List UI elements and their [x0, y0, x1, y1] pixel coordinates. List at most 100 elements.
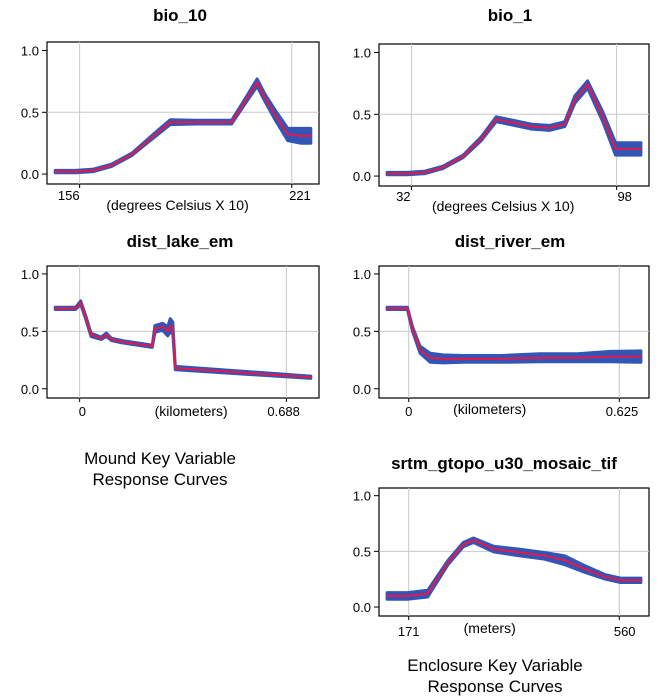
data-point — [243, 101, 246, 104]
chart-plot: 0.0 0.5 1.0 171 560 (meters) — [353, 487, 650, 639]
data-point — [406, 307, 409, 310]
y-tick-label: 0.5 — [353, 324, 371, 339]
data-point — [573, 98, 576, 101]
data-point — [429, 356, 432, 359]
data-point — [426, 592, 429, 595]
enclosure-caption: Enclosure Key Variable Response Curves — [360, 655, 630, 697]
caption-line: Response Curves — [92, 470, 228, 489]
data-point — [492, 548, 495, 551]
data-point — [74, 307, 77, 310]
data-point — [386, 594, 389, 597]
x-axis-label: (kilometers) — [453, 401, 526, 417]
data-point — [171, 326, 174, 329]
data-point — [309, 376, 312, 379]
caption-line: Mound Key Variable — [84, 449, 236, 468]
data-point — [447, 561, 449, 564]
data-point — [462, 543, 465, 546]
data-point — [500, 357, 503, 360]
response-band — [385, 79, 643, 177]
data-point — [563, 559, 566, 562]
data-point — [169, 324, 172, 327]
y-tick-label: 0.5 — [353, 107, 371, 122]
chart-title: dist_lake_em — [126, 232, 234, 251]
response-band — [53, 77, 313, 175]
x-axis-label: (kilometers) — [155, 403, 228, 419]
response-line — [387, 307, 641, 360]
y-tick-label: 0.0 — [21, 167, 39, 182]
y-tick-label: 0.0 — [21, 382, 39, 397]
data-point — [120, 340, 123, 343]
data-point — [386, 172, 389, 175]
chart-plot: 0.0 0.5 1.0 32 98 (degrees Celsius X 10) — [353, 43, 650, 214]
y-tick-label: 0.0 — [353, 600, 371, 615]
data-point — [263, 96, 266, 99]
data-point — [286, 133, 289, 136]
chart-title: dist_river_em — [454, 232, 566, 251]
plot-frame — [46, 265, 320, 399]
data-point — [513, 121, 515, 124]
x-tick-label: 98 — [617, 189, 631, 204]
y-tick-label: 0.0 — [353, 169, 371, 184]
data-point — [518, 551, 521, 554]
x-tick-label: 0.688 — [267, 404, 300, 419]
x-tick-label: 0.625 — [606, 404, 639, 419]
data-point — [153, 328, 156, 330]
data-point — [174, 367, 177, 370]
data-point — [419, 348, 422, 351]
x-tick-label: 156 — [58, 188, 80, 203]
data-point — [130, 153, 133, 156]
data-point — [74, 170, 77, 173]
data-point — [639, 355, 642, 358]
data-point — [151, 345, 154, 348]
y-tick-label: 0.0 — [353, 382, 371, 397]
data-point — [92, 169, 95, 172]
data-point — [609, 355, 612, 358]
data-point — [220, 121, 223, 124]
data-point — [586, 83, 589, 86]
data-point — [619, 579, 622, 582]
x-axis-label: (degrees Celsius X 10) — [432, 198, 574, 214]
data-point — [614, 147, 617, 150]
data-point — [584, 568, 587, 571]
data-point — [530, 125, 533, 128]
x-axis-label: (degrees Celsius X 10) — [106, 197, 248, 213]
data-point — [256, 81, 259, 84]
caption-line: Response Curves — [427, 677, 563, 696]
data-point — [54, 170, 57, 173]
data-point — [639, 579, 642, 582]
data-point — [406, 594, 409, 597]
data-point — [90, 333, 92, 336]
data-point — [601, 115, 604, 118]
response-band — [53, 299, 313, 380]
y-tick-label: 1.0 — [353, 267, 371, 282]
x-tick-label: 0 — [79, 404, 86, 419]
data-point — [424, 171, 427, 174]
y-tick-label: 0.5 — [21, 324, 39, 339]
y-tick-label: 1.0 — [21, 267, 39, 282]
data-point — [386, 307, 389, 310]
chart-plot: 0.0 0.5 1.0 0 0.688 (kilometers) — [21, 265, 320, 419]
data-point — [543, 554, 546, 557]
chart-title: srtm_gtopo_u30_mosaic_tif — [391, 454, 617, 473]
x-tick-label: 560 — [614, 624, 636, 639]
x-axis-label: (meters) — [464, 620, 516, 636]
data-point — [105, 333, 108, 336]
chart-plot: 0.0 0.5 1.0 0 0.625 (kilometers) — [353, 265, 650, 419]
caption-line: Enclosure Key Variable — [407, 656, 583, 675]
mound-caption: Mound Key Variable Response Curves — [20, 448, 300, 490]
data-point — [411, 328, 414, 330]
data-point — [169, 121, 172, 124]
data-point — [462, 155, 465, 158]
chart-title: bio_10 — [153, 6, 207, 25]
y-tick-label: 1.0 — [353, 489, 371, 504]
data-point — [548, 126, 551, 129]
response-band — [385, 536, 643, 601]
data-point — [538, 356, 541, 359]
x-tick-label: 0 — [405, 404, 412, 419]
data-point — [629, 147, 632, 150]
x-tick-label: 221 — [289, 188, 311, 203]
data-point — [441, 166, 444, 169]
y-tick-label: 1.0 — [353, 46, 371, 61]
data-point — [604, 576, 607, 578]
data-point — [166, 330, 169, 333]
